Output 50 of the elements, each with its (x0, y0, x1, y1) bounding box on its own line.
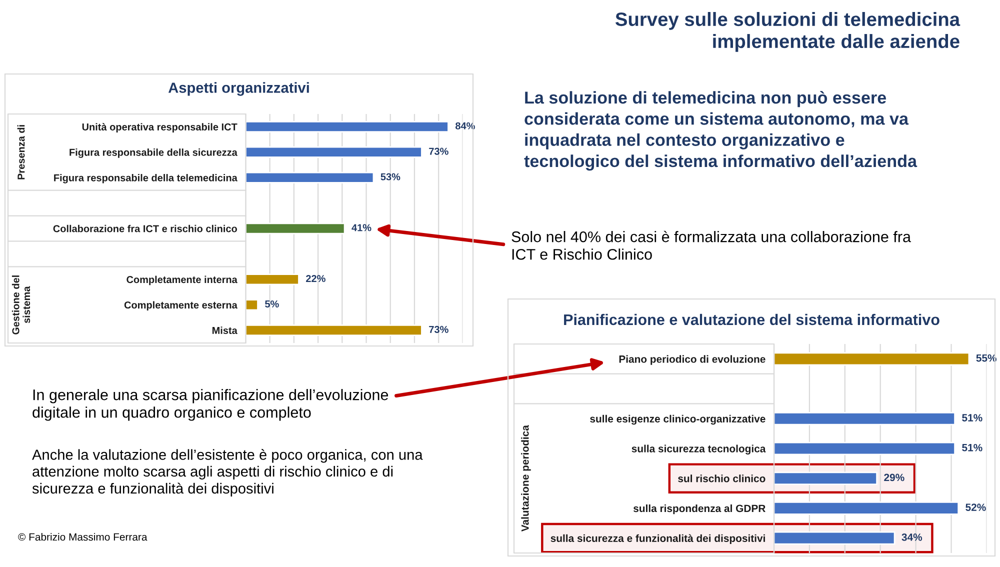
bar (246, 222, 346, 234)
data-label: 55% (976, 354, 996, 362)
bar (246, 172, 374, 184)
bar (774, 502, 960, 515)
data-label: 73% (429, 148, 448, 155)
bar (246, 299, 258, 311)
chart-title: Pianificazione e valutazione del sistema informativo (564, 314, 940, 326)
data-label: 84% (455, 122, 475, 130)
y-tick-label: sulle esigenze clinico-organizzative (590, 414, 766, 425)
bar (774, 531, 896, 545)
bar (774, 352, 970, 366)
bar (774, 442, 956, 456)
y-tick-label: sul rischio clinico (678, 474, 766, 482)
text: Valutazione periodica (521, 425, 531, 532)
data-label: 73% (429, 326, 448, 333)
bar (246, 120, 449, 133)
chart-title: Aspetti organizzativi (168, 82, 309, 96)
bar (246, 274, 300, 286)
data-label: 34% (902, 533, 922, 541)
bar (774, 412, 956, 426)
bar (246, 324, 422, 336)
data-label: 53% (380, 173, 400, 180)
bar (774, 472, 878, 486)
y-tick-label: Completamente interna (126, 276, 238, 286)
text: Survey sulle soluzioni di telemedicina implementate dalle aziende (615, 12, 960, 52)
data-label: 52% (966, 504, 986, 512)
data-label: 41% (352, 224, 372, 232)
y-tick-label: Figura responsabile della sicurezza (70, 148, 238, 158)
bar (246, 146, 422, 158)
y-tick-label: Completamente esterna (124, 301, 238, 311)
text: Presenza di (17, 125, 25, 180)
data-label: 51% (962, 414, 982, 422)
text: La soluzione di telemedicina non può essere considerata come un sistema autonomo, ma va inquadrata nel contesto organizzativo e tecnologico del sistema informativo dell’azienda (524, 91, 918, 171)
y-tick-label: Figura responsabile della telemedicina (54, 174, 238, 184)
y-tick-label: Piano periodico di evoluzione (619, 355, 766, 365)
data-label: 22% (306, 274, 326, 282)
y-tick-label: sulla sicurezza tecnologica (632, 444, 766, 454)
text: Anche la valutazione dell’esistente è poco organica, con una attenzione molto scarsa agli aspetti di rischio clinico e di sicurezza e funzionalità dei dispositivi (32, 449, 423, 497)
text: Solo nel 40% dei casi è formalizzata una collaborazione fra ICT e Rischio Clinico (512, 230, 911, 260)
y-tick-label: sulla sicurezza e funzionalità dei dispositivi (550, 534, 765, 544)
y-tick-label: Collaborazione fra ICT e rischio clinico (53, 224, 237, 232)
data-label: 51% (962, 444, 982, 452)
y-tick-label: Unità operativa responsabile ICT (82, 123, 238, 132)
data-label: 5% (265, 300, 279, 308)
data-label: 29% (884, 474, 904, 482)
y-tick-label: sulla rispondenza al GDPR (633, 504, 766, 514)
text: In generale una scarsa pianificazione dell’evoluzione digitale in un quadro organico e completo (32, 389, 388, 421)
text: Gestione del sistema (12, 276, 30, 334)
y-tick-label: Mista (212, 326, 238, 334)
text: © Fabrizio Massimo Ferrara (18, 533, 148, 541)
